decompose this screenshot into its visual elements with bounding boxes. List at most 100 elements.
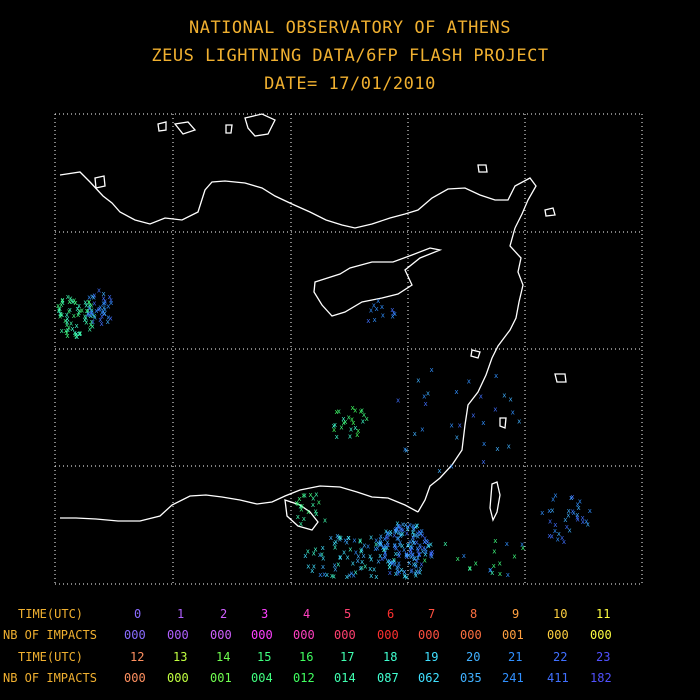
strike-mark: x: [402, 546, 406, 554]
strike-mark: x: [379, 533, 383, 541]
strike-mark: x: [294, 499, 298, 507]
row1-counts-6: 000: [377, 628, 399, 642]
strike-mark: x: [398, 538, 402, 546]
strike-mark: x: [429, 550, 433, 558]
strike-mark: x: [413, 430, 417, 438]
strike-mark: x: [414, 539, 418, 547]
strike-mark: x: [103, 297, 107, 305]
strike-mark: x: [355, 431, 359, 439]
strike-mark: x: [417, 550, 421, 558]
strike-mark: x: [381, 544, 385, 552]
strike-mark: x: [349, 570, 353, 578]
strike-mark: x: [505, 540, 509, 548]
strike-mark: x: [408, 546, 412, 554]
strike-mark: x: [423, 550, 427, 558]
strike-mark: x: [106, 318, 110, 326]
strike-mark: x: [397, 552, 401, 560]
strike-mark: x: [303, 552, 307, 560]
strike-mark: x: [339, 423, 343, 431]
strike-mark: x: [321, 544, 325, 552]
strike-mark: x: [64, 327, 68, 335]
strike-mark: x: [388, 559, 392, 567]
strike-mark: x: [397, 529, 401, 537]
strike-mark: x: [368, 553, 372, 561]
strike-mark: x: [410, 544, 414, 552]
strike-mark: x: [388, 528, 392, 536]
strike-mark: x: [398, 532, 402, 540]
legend-row-time-2: TIME(UTC) 12 13 14 15 16 17 18 19 20 21 22 23: [0, 650, 700, 670]
strike-mark: x: [512, 553, 516, 561]
strike-mark: x: [77, 309, 81, 317]
row2-hours-3: 15: [257, 650, 272, 664]
strike-mark: x: [360, 406, 364, 414]
strike-mark: x: [409, 543, 413, 551]
strike-mark: x: [468, 564, 472, 572]
strike-mark: x: [347, 414, 351, 422]
strike-mark: x: [490, 569, 494, 577]
strike-mark: x: [488, 566, 492, 574]
strike-mark: x: [416, 377, 420, 385]
strike-mark: x: [372, 316, 376, 324]
coastline-island-5: [94, 175, 106, 189]
strike-mark: x: [458, 421, 462, 429]
strike-mark: x: [557, 530, 561, 538]
row2-counts-9: 241: [502, 671, 524, 685]
strike-mark: x: [311, 494, 315, 502]
strike-mark: x: [420, 426, 424, 434]
strike-mark: x: [419, 561, 423, 569]
strike-mark: x: [383, 549, 387, 557]
strike-mark: x: [569, 494, 573, 502]
strike-mark: x: [89, 301, 93, 309]
row1-hours-7: 7: [428, 607, 436, 621]
strike-mark: x: [492, 548, 496, 556]
strike-mark: x: [392, 556, 396, 564]
strike-mark: x: [411, 534, 415, 542]
strike-mark: x: [553, 521, 557, 529]
strike-mark: x: [401, 526, 405, 534]
strike-mark: x: [348, 546, 352, 554]
strike-mark: x: [566, 511, 570, 519]
row2-hours-1: 13: [173, 650, 188, 664]
row1-counts-9: 001: [502, 628, 524, 642]
strike-mark: x: [404, 551, 408, 559]
strike-mark: x: [300, 502, 304, 510]
strike-mark: x: [73, 329, 77, 337]
strike-mark: x: [362, 411, 366, 419]
strike-mark: x: [296, 513, 300, 521]
strike-mark: x: [398, 526, 402, 534]
strike-mark: x: [308, 491, 312, 499]
strike-mark: x: [333, 565, 337, 573]
row1-hours-4: 4: [303, 607, 311, 621]
strike-mark: x: [75, 333, 79, 341]
strike-mark: x: [303, 492, 307, 500]
strike-mark: x: [424, 537, 428, 545]
strike-mark: x: [358, 537, 362, 545]
row1-hours-6: 6: [387, 607, 395, 621]
strike-mark: x: [92, 293, 96, 301]
strike-mark: x: [86, 310, 90, 318]
strike-mark: x: [350, 415, 354, 423]
strike-mark: x: [346, 534, 350, 542]
strike-mark: x: [332, 540, 336, 548]
strike-mark: x: [347, 572, 351, 580]
strike-mark: x: [348, 432, 352, 440]
strike-mark: x: [417, 551, 421, 559]
strike-mark: x: [488, 566, 492, 574]
strike-mark: x: [588, 507, 592, 515]
strike-mark: x: [416, 533, 420, 541]
strike-mark: x: [329, 534, 333, 542]
strike-mark: x: [58, 305, 62, 313]
coastline-island-2: [173, 121, 197, 135]
strike-mark: x: [405, 553, 409, 561]
strike-mark: x: [494, 372, 498, 380]
strike-mark: x: [412, 531, 416, 539]
strike-mark: x: [394, 544, 398, 552]
row2-hours-0: 12: [130, 650, 145, 664]
strike-mark: x: [360, 558, 364, 566]
strike-mark: x: [443, 540, 447, 548]
strike-mark: x: [393, 541, 397, 549]
strike-mark: x: [467, 377, 471, 385]
strike-mark: x: [86, 310, 90, 318]
strike-mark: x: [374, 536, 378, 544]
